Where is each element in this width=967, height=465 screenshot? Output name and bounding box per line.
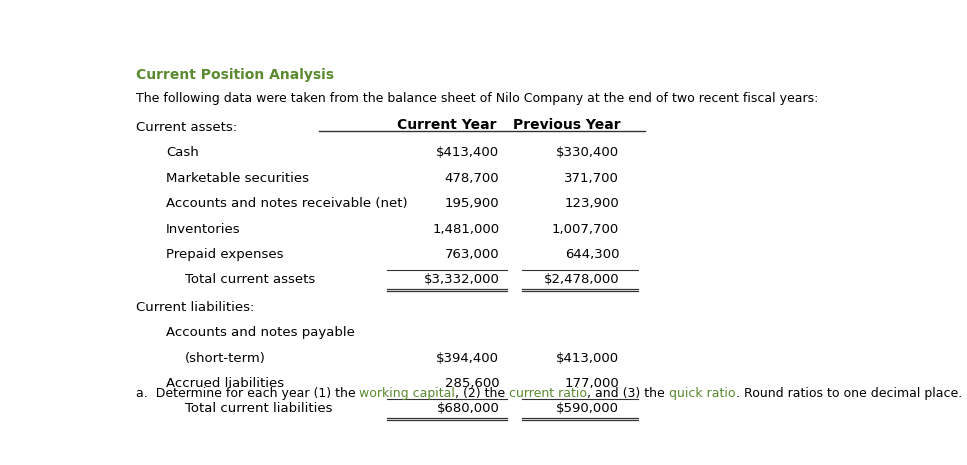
Text: 123,900: 123,900 [565,197,619,210]
Text: 177,000: 177,000 [565,377,619,390]
Text: 763,000: 763,000 [445,248,499,261]
Text: , and (3) the: , and (3) the [588,386,669,399]
Text: Prepaid expenses: Prepaid expenses [166,248,283,261]
Text: Total current liabilities: Total current liabilities [185,402,332,415]
Text: 1,007,700: 1,007,700 [552,223,619,236]
Text: Current Position Analysis: Current Position Analysis [135,68,334,82]
Text: The following data were taken from the balance sheet of Nilo Company at the end : The following data were taken from the b… [135,92,818,105]
Text: Current assets:: Current assets: [135,121,237,134]
Text: Accounts and notes receivable (net): Accounts and notes receivable (net) [166,197,407,210]
Text: (short-term): (short-term) [185,352,266,365]
Text: a.  Determine for each year (1) the: a. Determine for each year (1) the [135,386,360,399]
Text: $394,400: $394,400 [436,352,499,365]
Text: 1,481,000: 1,481,000 [432,223,499,236]
Text: Current Year: Current Year [397,119,497,133]
Text: $413,400: $413,400 [436,146,499,159]
Text: . Round ratios to one decimal place.: . Round ratios to one decimal place. [736,386,962,399]
Text: 285,600: 285,600 [445,377,499,390]
Text: Accrued liabilities: Accrued liabilities [166,377,284,390]
Text: quick ratio: quick ratio [669,386,736,399]
Text: $413,000: $413,000 [556,352,619,365]
Text: $680,000: $680,000 [436,402,499,415]
Text: Previous Year: Previous Year [513,119,621,133]
Text: Inventories: Inventories [166,223,241,236]
Text: $590,000: $590,000 [556,402,619,415]
Text: $2,478,000: $2,478,000 [543,273,619,286]
Text: 371,700: 371,700 [565,172,619,185]
Text: Cash: Cash [166,146,198,159]
Text: 195,900: 195,900 [445,197,499,210]
Text: , (2) the: , (2) the [455,386,510,399]
Text: $330,400: $330,400 [556,146,619,159]
Text: Total current assets: Total current assets [185,273,315,286]
Text: $3,332,000: $3,332,000 [424,273,499,286]
Text: Marketable securities: Marketable securities [166,172,308,185]
Text: Accounts and notes payable: Accounts and notes payable [166,326,355,339]
Text: working capital: working capital [360,386,455,399]
Text: Current liabilities:: Current liabilities: [135,301,254,314]
Text: 644,300: 644,300 [565,248,619,261]
Text: current ratio: current ratio [510,386,588,399]
Text: 478,700: 478,700 [445,172,499,185]
